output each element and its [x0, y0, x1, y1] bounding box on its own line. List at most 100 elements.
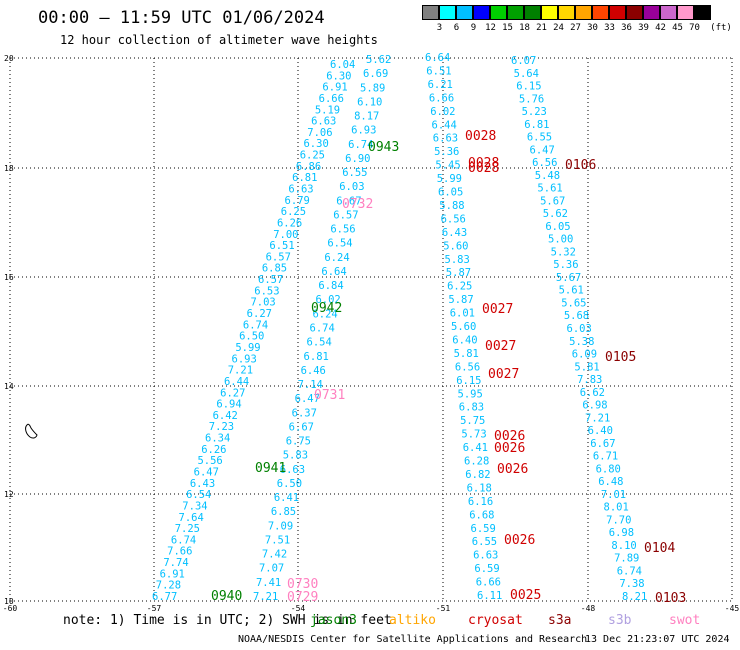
swh-value-label: 6.74: [310, 323, 335, 335]
axis-labels: -60 -57 -54 -51 -48 -45 20 18 16 14 12 10: [3, 54, 740, 613]
swh-value-label: 6.48: [598, 476, 623, 488]
swh-value-label: 8.10: [611, 540, 636, 552]
swh-value-label: 6.79: [285, 195, 310, 207]
latitude-tick-label: 12: [4, 490, 14, 499]
longitude-tick-label: -60: [3, 604, 18, 613]
swh-value-label: 5.89: [360, 82, 385, 94]
swh-value-label: 6.11: [477, 590, 502, 602]
swh-value-label: 5.36: [434, 146, 459, 158]
swh-value-label: 6.74: [617, 565, 642, 577]
swh-value-label: 7.06: [307, 127, 332, 139]
pass-time-labels: 0943094209410940073207310730072900280028…: [211, 129, 686, 606]
pass-time-label: 0106: [565, 158, 596, 173]
swh-value-label: 6.37: [292, 407, 317, 419]
swh-value-label: 5.45: [435, 160, 460, 172]
swh-value-label: 6.98: [582, 400, 607, 412]
swh-value-label: 6.67: [289, 421, 314, 433]
swh-value-label: 6.68: [469, 509, 494, 521]
swh-value-label: 5.62: [543, 208, 568, 220]
latitude-tick-label: 18: [4, 164, 14, 173]
swh-value-label: 6.55: [472, 536, 497, 548]
swh-value-label: 7.38: [619, 578, 644, 590]
pass-time-label: 0941: [255, 461, 286, 476]
pass-time-label: 0026: [494, 429, 525, 444]
swh-value-label: 7.28: [156, 580, 181, 592]
swh-value-label: 6.25: [300, 150, 325, 162]
swh-value-label: 6.66: [429, 92, 454, 104]
swh-value-label: 6.69: [363, 68, 388, 80]
pass-time-label: 0027: [485, 339, 516, 354]
swh-value-label: 8.01: [604, 502, 629, 514]
swh-value-label: 5.81: [454, 348, 479, 360]
scale-tick-label: 42: [655, 23, 666, 33]
swh-value-label: 6.40: [588, 425, 613, 437]
swh-value-label: 6.03: [339, 181, 364, 193]
pass-time-label: 0026: [497, 462, 528, 477]
swh-value-label: 6.83: [459, 402, 484, 414]
pass-time-label: 0026: [494, 441, 525, 456]
swh-value-label: 8.17: [354, 111, 379, 123]
swh-value-label: 6.77: [152, 591, 177, 603]
swh-value-label: 5.48: [535, 170, 560, 182]
pass-time-label: 0103: [655, 591, 686, 606]
swh-value-label: 6.57: [333, 209, 358, 221]
scale-swatch: [660, 5, 677, 20]
swh-value-label: 6.74: [171, 534, 196, 546]
swh-value-label: 6.44: [432, 119, 457, 131]
swh-value-label: 6.55: [342, 167, 367, 179]
scale-swatch: [524, 5, 541, 20]
swh-value-label: 6.21: [428, 79, 453, 91]
swh-value-label: 5.73: [461, 429, 486, 441]
swh-value-label: 5.64: [514, 68, 539, 80]
longitude-tick-label: -57: [147, 604, 162, 613]
swh-value-label: 6.63: [473, 550, 498, 562]
swh-value-label: 6.74: [243, 319, 268, 331]
swh-value-label: 6.10: [357, 96, 382, 108]
swh-value-label: 6.25: [447, 281, 472, 293]
swh-value-label: 6.07: [511, 55, 536, 67]
swh-value-label: 6.04: [330, 59, 355, 71]
swh-value-label: 5.95: [458, 388, 483, 400]
scale-tick-label: 21: [536, 23, 547, 33]
swh-value-label: 5.62: [366, 54, 391, 66]
swh-value-label: 6.18: [467, 482, 492, 494]
swh-value-label: 5.81: [574, 361, 599, 373]
pass-time-label: 0731: [314, 388, 345, 403]
swh-value-label: 6.54: [327, 238, 352, 250]
map-grid: [9, 57, 733, 602]
swh-value-label: 6.02: [430, 106, 455, 118]
swh-value-label: 6.47: [194, 466, 219, 478]
swh-value-label: 6.15: [516, 81, 541, 93]
swh-value-label: 6.66: [319, 93, 344, 105]
swh-value-label: 5.76: [519, 93, 544, 105]
swh-value-label: 6.50: [277, 478, 302, 490]
latitude-tick-label: 20: [4, 54, 14, 63]
scale-swatch: [439, 5, 456, 20]
swh-value-label: 6.63: [288, 184, 313, 196]
pass-time-label: 0943: [368, 140, 399, 155]
scale-tick-label: 33: [604, 23, 615, 33]
swh-value-label: 7.23: [209, 421, 234, 433]
swh-value-label: 7.01: [601, 489, 626, 501]
island-coastline: [25, 423, 38, 439]
swh-value-label: 6.56: [532, 157, 557, 169]
swh-value-label: 6.75: [286, 436, 311, 448]
scale-swatch: [541, 5, 558, 20]
swh-value-label: 7.25: [175, 523, 200, 535]
latitude-tick-label: 16: [4, 273, 14, 282]
swh-value-label: 6.90: [345, 153, 370, 165]
swh-value-label: 7.14: [298, 379, 323, 391]
swh-value-label: 6.34: [205, 433, 230, 445]
pass-time-label: 0940: [211, 589, 242, 604]
swh-value-label: 6.86: [296, 161, 321, 173]
scale-tick-label: 30: [587, 23, 598, 33]
swh-value-label: 5.38: [569, 336, 594, 348]
swh-value-label: 7.70: [606, 514, 631, 526]
swh-value-label: 5.99: [235, 342, 260, 354]
scale-swatch: [456, 5, 473, 20]
swh-value-label: 6.43: [190, 478, 215, 490]
swh-value-label: 6.30: [303, 138, 328, 150]
swh-value-label: 6.02: [315, 294, 340, 306]
pass-time-label: 0942: [311, 301, 342, 316]
scale-tick-label: 12: [485, 23, 496, 33]
